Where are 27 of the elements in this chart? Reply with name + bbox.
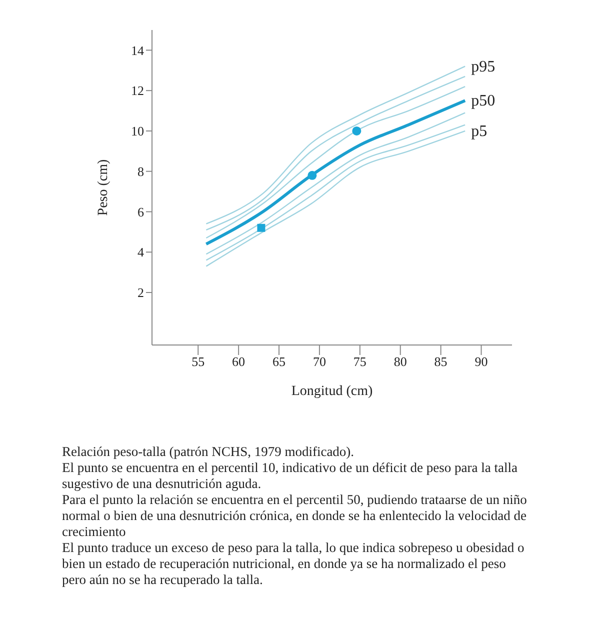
y-tick-label: 6 (138, 204, 144, 220)
y-tick-label: 10 (131, 124, 144, 139)
x-tick-label: 85 (434, 354, 448, 370)
series-label: p95 (471, 58, 496, 76)
x-axis-title: Longitud (cm) (291, 384, 373, 399)
y-tick-label: 14 (131, 42, 144, 58)
series-label: p5 (471, 122, 488, 140)
y-tick-label: 12 (131, 83, 144, 98)
y-tick-label: 4 (138, 244, 144, 260)
x-tick-label: 65 (272, 354, 286, 370)
text: Para el punto la relación se encuentra en el percentil 50, pudiendo trataarse de un niño normal o bien de una desnutrición crónica, en donde se ha enlentecido la velocidad de crecimiento (62, 492, 528, 540)
text: Relación peso-talla (patrón NCHS, 1979 modificado). (62, 444, 356, 460)
y-tick-label: 2 (138, 285, 144, 300)
point (352, 126, 362, 136)
x-tick-label: 90 (474, 354, 488, 370)
text: El punto traduce un exceso de peso para la talla, lo que indica sobrepeso u obesidad o bien un estado de recuperación nutricional, en donde ya se ha normalizado el peso pero aún no se ha recuperado la talla. (62, 540, 526, 588)
point (257, 224, 266, 232)
x-tick-label: 55 (192, 354, 205, 370)
x-tick-label: 60 (232, 354, 246, 370)
x-tick-label: 80 (394, 354, 407, 370)
x-tick-label: 70 (312, 354, 326, 370)
y-tick-label: 8 (138, 164, 144, 179)
text: El punto se encuentra en el percentil 10, indicativo de un déficit de peso para la talla sugestivo de una desnutrición aguda. (62, 460, 518, 492)
point (308, 170, 317, 180)
x-tick-label: 75 (353, 354, 366, 370)
series-label: p50 (471, 92, 496, 110)
y-axis-title: Peso (cm) (96, 158, 111, 216)
